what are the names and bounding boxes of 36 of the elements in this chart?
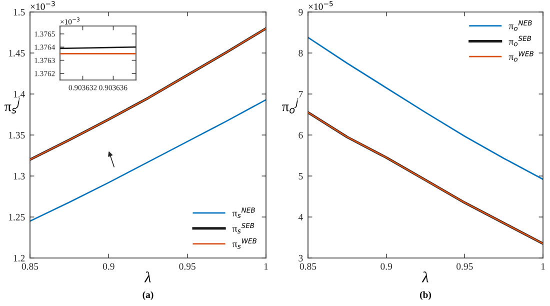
y-tick-label: 1.35 <box>8 132 25 139</box>
y-axis-title: π$_{o}$$^{j}$ <box>282 98 298 114</box>
y-tick-label: 1.5 <box>14 8 25 16</box>
x-axis-title: λ <box>422 272 428 282</box>
y-tick-label: 1.45 <box>8 50 25 57</box>
legend-label: π$_{s}$$^{NEB}$ <box>232 208 255 218</box>
y-tick-label: 3 <box>298 254 303 262</box>
text: (b) <box>420 291 432 300</box>
text: ×10$^{−3}$ <box>30 1 55 10</box>
x-axis-title: λ <box>144 272 151 282</box>
legend-label: π$_{s}$$^{SEB}$ <box>232 222 254 234</box>
x-tick-label: 0.9 <box>380 263 392 270</box>
legend-label: π$_{o}$$^{NEB}$ <box>508 20 532 31</box>
x-tick-label: 1 <box>541 263 545 270</box>
legend-label: π$_{s}$$^{WEB}$ <box>232 238 257 249</box>
legend-label: π$_{o}$$^{SEB}$ <box>508 36 532 46</box>
x-tick-label: 0.9 <box>102 263 114 270</box>
y-tick-label: 8 <box>298 50 303 56</box>
y-tick-label: 9 <box>298 8 303 16</box>
x-tick-label: 0.95 <box>179 263 196 270</box>
y-tick-label: 4 <box>298 214 303 220</box>
text: (a) <box>142 291 154 300</box>
x-tick-label: 1 <box>264 263 268 270</box>
x-tick-label: 0.95 <box>456 263 473 270</box>
x-tick-label: 0.85 <box>300 263 316 270</box>
y-tick-label: 5 <box>298 173 303 180</box>
legend-label: π$_{o}$$^{WEB}$ <box>508 51 534 62</box>
y-tick-label: 1.2 <box>14 254 25 262</box>
y-tick-label: 6 <box>298 132 303 138</box>
text: ×10$^{−5}$ <box>308 1 333 10</box>
y-axis-title: π$_{s}$$^{j}$ <box>4 98 20 114</box>
y-tick-label: 1.25 <box>8 214 25 221</box>
y-tick-label: 7 <box>298 91 303 98</box>
y-tick-label: 1.3 <box>14 172 25 180</box>
x-tick-label: 0.85 <box>22 263 38 270</box>
y-tick-label: 1.4 <box>14 90 25 98</box>
